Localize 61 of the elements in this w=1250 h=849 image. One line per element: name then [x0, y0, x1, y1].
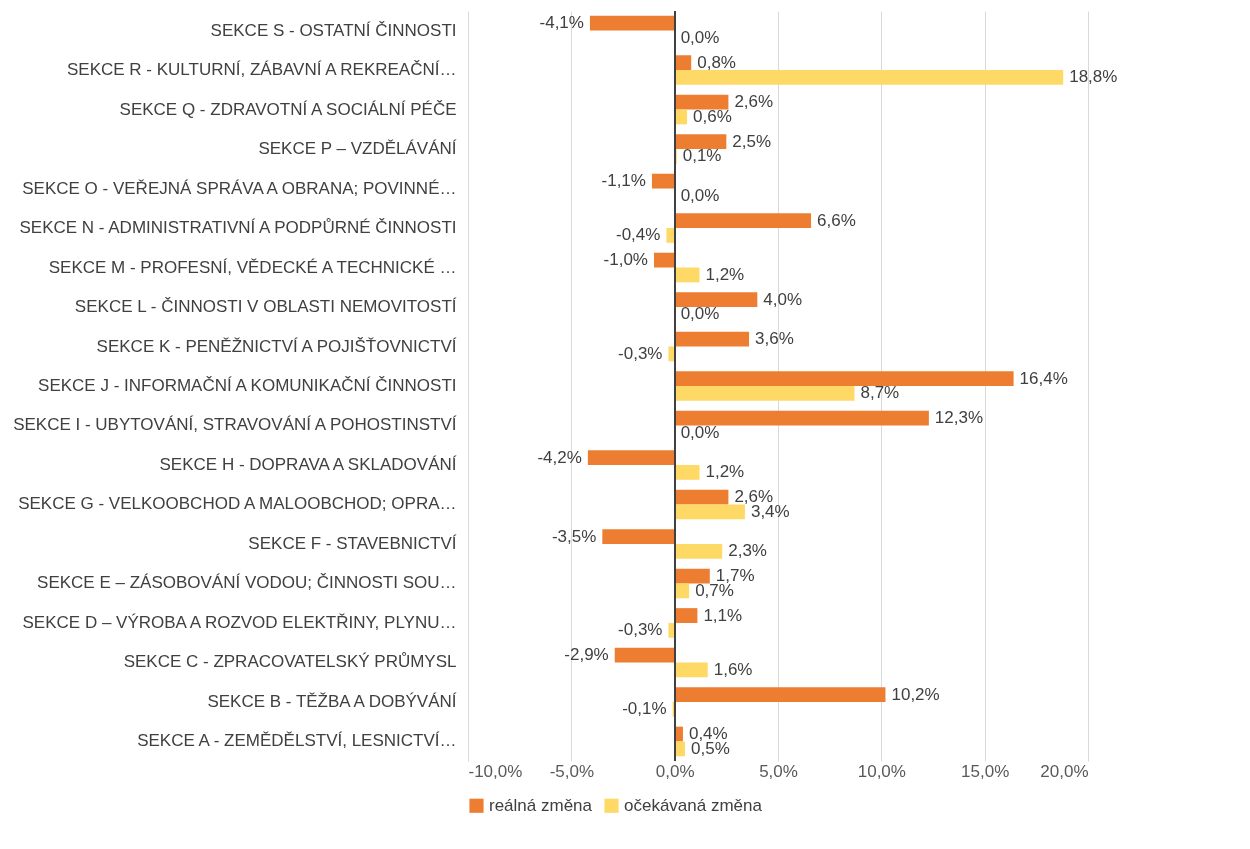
- data-label: -2,9%: [564, 645, 609, 665]
- data-label: 0,0%: [680, 422, 720, 442]
- data-label: -0,3%: [618, 620, 663, 640]
- y-tick-label: SEKCE C - ZPRACOVATELSKÝ PRŮMYSL: [123, 652, 457, 672]
- data-label: 8,7%: [860, 383, 900, 403]
- y-tick-label: SEKCE K - PENĚŽNICTVÍ A POJIŠŤOVNICTVÍ: [96, 336, 457, 356]
- y-tick-label: SEKCE O - VEŘEJNÁ SPRÁVA A OBRANA; POVINNÉ…: [22, 178, 457, 198]
- y-tick-label: SEKCE Q - ZDRAVOTNÍ A SOCIÁLNÍ PÉČE: [119, 99, 457, 119]
- data-label: 0,0%: [680, 185, 720, 205]
- data-label: 2,5%: [732, 131, 772, 151]
- data-label: -3,5%: [551, 526, 597, 546]
- y-tick-label: SEKCE E – ZÁSOBOVÁNÍ VODOU; ČINNOSTI SOU…: [37, 573, 457, 593]
- data-label: 18,8%: [1069, 67, 1118, 87]
- y-tick-label: SEKCE B - TĚŽBA A DOBÝVÁNÍ: [207, 691, 457, 711]
- data-label: 10,2%: [891, 684, 940, 704]
- data-label: 3,6%: [755, 329, 794, 349]
- data-label: -4,2%: [537, 447, 582, 467]
- data-label: -0,3%: [618, 343, 663, 363]
- y-tick-label: SEKCE D – VÝROBA A ROZVOD ELEKTŘINY, PLYNU…: [22, 612, 457, 632]
- y-tick-label: SEKCE J - INFORMAČNÍ A KOMUNIKAČNÍ ČINNOSTI: [38, 376, 457, 395]
- data-label: 1,2%: [705, 264, 745, 284]
- legend-label: očekávaná změna: [624, 795, 763, 815]
- data-label: 16,4%: [1019, 368, 1068, 388]
- data-label: 2,3%: [728, 541, 767, 561]
- data-label: -0,4%: [615, 225, 661, 245]
- x-tick-label: 5,0%: [759, 761, 798, 781]
- data-label: 1,7%: [715, 566, 755, 586]
- x-tick-label: 0,0%: [655, 761, 695, 781]
- y-tick-label: SEKCE R - KULTURNÍ, ZÁBAVNÍ A REKREAČNÍ…: [66, 60, 457, 80]
- data-label: 1,2%: [705, 462, 745, 482]
- data-label: -0,1%: [622, 699, 667, 719]
- x-tick-label: -5,0%: [549, 761, 595, 781]
- data-label: 6,6%: [817, 210, 856, 230]
- y-tick-label: SEKCE L - ČINNOSTI V OBLASTI NEMOVITOSTÍ: [74, 297, 457, 317]
- y-tick-label: SEKCE I - UBYTOVÁNÍ, STRAVOVÁNÍ A POHOSTINSTVÍ: [13, 415, 457, 435]
- y-tick-label: SEKCE G - VELKOOBCHOD A MALOOBCHOD; OPRA…: [18, 494, 457, 514]
- data-label: 0,8%: [697, 52, 736, 72]
- x-tick-label: 15,0%: [961, 761, 1010, 781]
- data-label: 0,0%: [680, 304, 720, 324]
- data-label: 2,6%: [734, 92, 774, 112]
- y-tick-label: SEKCE F - STAVEBNICTVÍ: [248, 533, 457, 553]
- data-label: 0,6%: [693, 106, 732, 126]
- data-label: 1,6%: [713, 659, 753, 679]
- data-label: 4,0%: [763, 289, 803, 309]
- y-tick-label: SEKCE A - ZEMĚDĚLSTVÍ, LESNICTVÍ…: [137, 731, 457, 751]
- x-tick-label: -10,0%: [468, 761, 523, 781]
- y-tick-label: SEKCE H - DOPRAVA A SKLADOVÁNÍ: [159, 454, 457, 474]
- y-tick-label: SEKCE N - ADMINISTRATIVNÍ A PODPŮRNÉ ČINNOSTI: [19, 218, 457, 238]
- data-label: 0,0%: [680, 27, 720, 47]
- data-label: -1,1%: [601, 171, 646, 191]
- data-label: -1,0%: [603, 250, 648, 270]
- data-label: -4,1%: [539, 13, 584, 33]
- x-tick-label: 20,0%: [1040, 761, 1089, 781]
- x-tick-label: 10,0%: [857, 761, 906, 781]
- data-label: 1,1%: [703, 605, 743, 625]
- legend-label: reálná změna: [489, 795, 593, 815]
- data-label: 12,3%: [934, 408, 984, 428]
- y-tick-label: SEKCE M - PROFESNÍ, VĚDECKÉ A TECHNICKÉ …: [48, 257, 457, 277]
- data-label: 0,1%: [682, 146, 722, 166]
- y-tick-label: SEKCE P – VZDĚLÁVÁNÍ: [258, 139, 457, 159]
- y-tick-label: SEKCE S - OSTATNÍ ČINNOSTI: [210, 20, 457, 40]
